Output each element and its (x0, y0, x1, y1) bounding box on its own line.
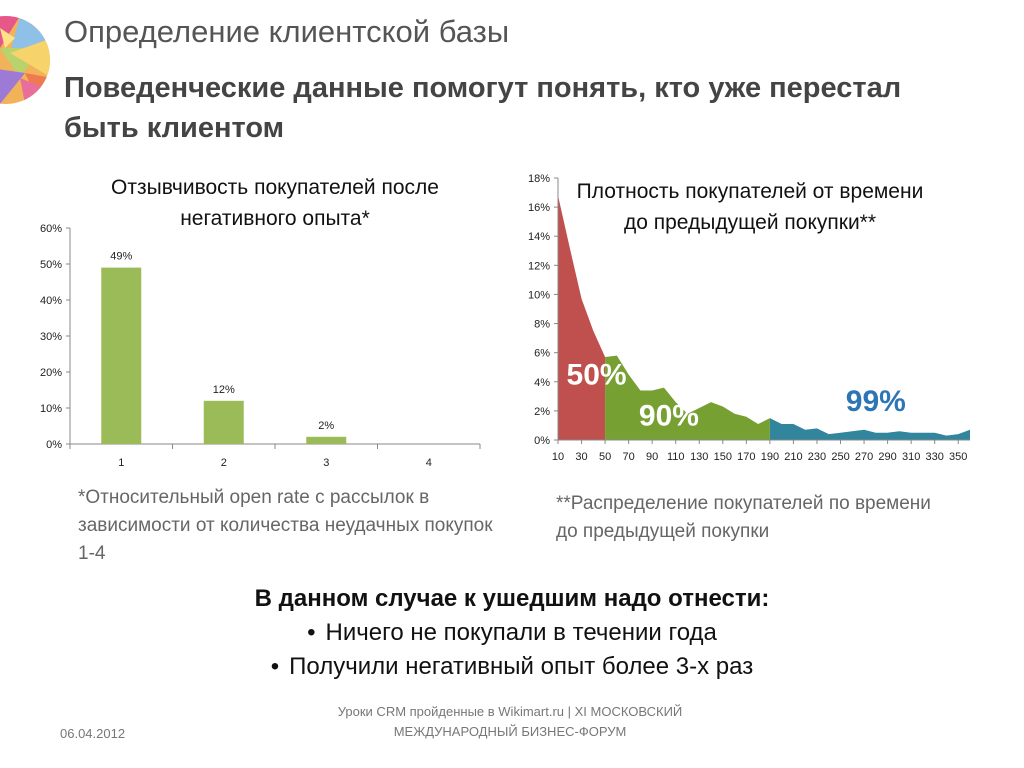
footer-date: 06.04.2012 (60, 726, 126, 741)
y-tick-label: 10% (528, 289, 550, 301)
y-tick-label: 6% (534, 348, 550, 360)
x-tick-label: 130 (690, 451, 708, 463)
x-tick-label: 50 (599, 451, 611, 463)
area-chart-title: Плотность покупателей от времени до пред… (576, 180, 924, 234)
conclusion-item-text: Ничего не покупали в течении года (325, 619, 717, 646)
area-segment (605, 355, 770, 440)
area-chart: 0% 2% 4% 6% 8% 10% 12% 14% 16% 18% 10 30 50 70 90 110 13… (528, 173, 970, 463)
data-label: 49% (110, 251, 132, 263)
bar-chart-footnote: *Относительный open rate с рассылок в за… (78, 487, 493, 564)
x-tick-label: 190 (761, 451, 779, 463)
area-segment (558, 195, 606, 440)
conclusion-item-text: Получили негативный опыт более 3-х раз (289, 653, 754, 680)
x-tick-label: 110 (667, 451, 685, 463)
bar-chart-title: Отзывчивость покупателей после негативно… (111, 176, 439, 230)
bar-chart: 0% 10% 20% 30% 40% 50% 60% 49% 1 12% 2 2% 3 4 (40, 223, 481, 469)
x-tick-label: 290 (878, 451, 896, 463)
y-tick-label: 8% (534, 319, 550, 331)
bar (203, 400, 244, 444)
footer-text: Уроки CRM пройденные в Wikimart.ru | XI … (337, 704, 683, 739)
y-tick-label: 60% (40, 223, 62, 235)
conclusion-heading: В данном случае к ушедшим надо отнести: (254, 585, 770, 612)
y-tick-label: 0% (46, 439, 62, 451)
logo-mosaic (0, 8, 52, 104)
x-tick-label: 330 (926, 451, 944, 463)
area-chart-footnote: **Распределение покупателей по времени д… (556, 493, 931, 542)
y-tick-label: 30% (40, 331, 62, 343)
y-tick-label: 12% (528, 260, 550, 272)
y-tick-label: 14% (528, 231, 550, 243)
bar (306, 436, 347, 444)
y-tick-label: 10% (40, 403, 62, 415)
y-tick-label: 2% (534, 406, 550, 418)
x-tick-label: 170 (737, 451, 755, 463)
x-tick-label: 2 (221, 457, 227, 469)
data-label: 12% (213, 384, 235, 396)
page-subtitle: Поведенческие данные помогут понять, кто… (64, 72, 902, 144)
page-title: Определение клиентской базы (64, 14, 510, 49)
x-tick-label: 230 (808, 451, 826, 463)
x-tick-label: 270 (855, 451, 873, 463)
segment-label-50: 50% (567, 359, 627, 392)
x-tick-label: 10 (552, 451, 564, 463)
x-tick-label: 3 (323, 457, 329, 469)
x-tick-label: 250 (831, 451, 849, 463)
area-segment (769, 418, 970, 440)
x-tick-label: 310 (902, 451, 920, 463)
x-tick-label: 210 (784, 451, 802, 463)
x-tick-label: 30 (575, 451, 587, 463)
segment-label-90: 90% (639, 399, 699, 432)
x-tick-label: 350 (949, 451, 967, 463)
y-tick-label: 20% (40, 367, 62, 379)
y-tick-label: 18% (528, 173, 550, 185)
segment-label-99: 99% (846, 385, 906, 418)
y-tick-label: 0% (534, 435, 550, 447)
y-tick-label: 50% (40, 259, 62, 271)
x-tick-label: 1 (118, 457, 124, 469)
x-tick-label: 70 (623, 451, 635, 463)
conclusion-item: • Ничего не покупали в течении года (0, 616, 1024, 650)
bar (101, 267, 142, 444)
x-tick-label: 90 (646, 451, 658, 463)
y-tick-label: 16% (528, 202, 550, 214)
bullet-icon: • (270, 653, 280, 680)
conclusion-item: • Получили негативный опыт более 3-х раз (0, 650, 1024, 684)
x-tick-label: 150 (714, 451, 732, 463)
y-tick-label: 40% (40, 295, 62, 307)
data-label: 2% (318, 420, 334, 432)
x-tick-label: 4 (426, 457, 432, 469)
y-tick-label: 4% (534, 377, 550, 389)
conclusion-block: В данном случае к ушедшим надо отнести: … (0, 582, 1024, 684)
bullet-icon: • (307, 619, 316, 646)
